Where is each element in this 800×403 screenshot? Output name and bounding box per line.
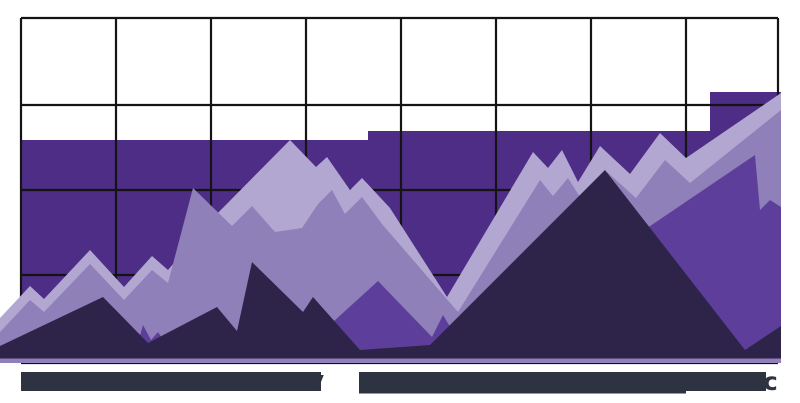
mountain-layer-dark-foreground-range bbox=[0, 170, 781, 363]
caption-trailing-letter-c: c bbox=[763, 367, 778, 396]
caption-bar-right-b bbox=[686, 372, 766, 391]
baseline-strip bbox=[0, 358, 781, 363]
caption-bar-left bbox=[21, 372, 321, 391]
caption-trailing-letter-y: y bbox=[306, 364, 324, 397]
caption-bar-right-a bbox=[359, 372, 686, 394]
